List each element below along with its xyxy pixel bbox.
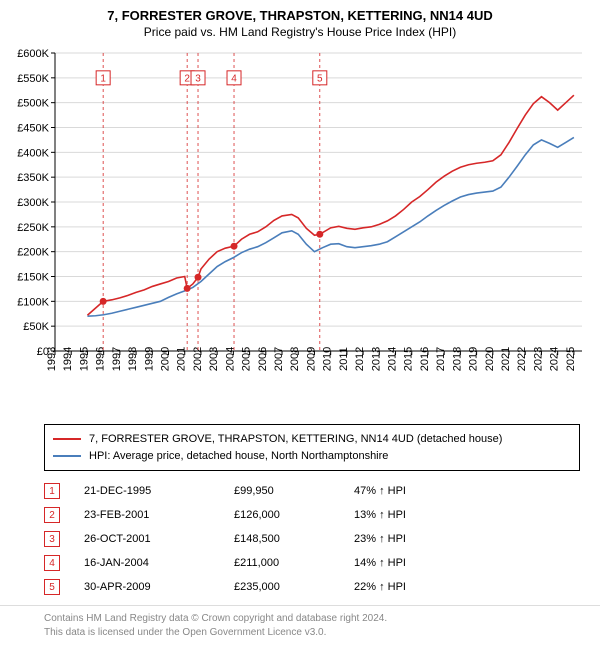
chart-svg: £0£50K£100K£150K£200K£250K£300K£350K£400…: [0, 43, 600, 418]
sale-badge: 3: [44, 531, 60, 547]
y-tick-label: £300K: [17, 197, 49, 209]
y-tick-label: £50K: [23, 321, 49, 333]
sale-marker-number: 3: [195, 73, 201, 84]
sale-pct: 14% ↑ HPI: [354, 557, 406, 569]
x-tick-label: 2014: [387, 347, 399, 371]
sale-badge: 1: [44, 483, 60, 499]
sale-row: 2 23-FEB-2001£126,00013% ↑ HPI: [44, 503, 580, 527]
x-tick-label: 2013: [370, 347, 382, 371]
chart-area: £0£50K£100K£150K£200K£250K£300K£350K£400…: [0, 43, 600, 418]
sale-date: 26-OCT-2001: [84, 533, 234, 545]
x-tick-label: 2001: [176, 347, 188, 371]
x-tick-label: 2020: [484, 347, 496, 371]
sale-pct: 47% ↑ HPI: [354, 485, 406, 497]
y-tick-label: £550K: [17, 73, 49, 85]
legend-swatch: [53, 438, 81, 440]
sales-table: 1 21-DEC-1995£99,95047% ↑ HPI 2 23-FEB-2001…: [44, 479, 580, 599]
chart-container: { "header": { "title": "7, FORRESTER GRO…: [0, 0, 600, 648]
x-tick-label: 2019: [468, 347, 480, 371]
x-tick-label: 2015: [403, 347, 415, 371]
x-tick-label: 2021: [500, 347, 512, 371]
sale-price: £235,000: [234, 581, 354, 593]
x-tick-label: 2010: [322, 347, 334, 371]
sale-date: 30-APR-2009: [84, 581, 234, 593]
sale-row: 3 26-OCT-2001£148,50023% ↑ HPI: [44, 527, 580, 551]
x-tick-label: 2005: [241, 347, 253, 371]
sale-badge: 4: [44, 555, 60, 571]
sale-price: £148,500: [234, 533, 354, 545]
legend-item: 7, FORRESTER GROVE, THRAPSTON, KETTERING…: [53, 431, 571, 448]
sale-pct: 23% ↑ HPI: [354, 533, 406, 545]
sale-price: £126,000: [234, 509, 354, 521]
x-tick-label: 2023: [532, 347, 544, 371]
y-tick-label: £400K: [17, 147, 49, 159]
y-tick-label: £600K: [17, 48, 49, 60]
legend-label: 7, FORRESTER GROVE, THRAPSTON, KETTERING…: [89, 431, 502, 448]
x-tick-label: 1996: [95, 347, 107, 371]
y-tick-label: £150K: [17, 272, 49, 284]
sale-marker-number: 2: [184, 73, 190, 84]
y-tick-label: £200K: [17, 247, 49, 259]
x-tick-label: 2002: [192, 347, 204, 371]
y-tick-label: £350K: [17, 172, 49, 184]
legend-swatch: [53, 455, 81, 457]
sale-date: 21-DEC-1995: [84, 485, 234, 497]
x-tick-label: 2004: [224, 347, 236, 371]
x-tick-label: 1993: [46, 347, 58, 371]
sale-badge: 2: [44, 507, 60, 523]
sale-point: [231, 243, 238, 250]
footer-attribution: Contains HM Land Registry data © Crown c…: [0, 605, 600, 648]
footer-line: This data is licensed under the Open Gov…: [44, 626, 580, 640]
sale-marker-number: 1: [100, 73, 106, 84]
legend-label: HPI: Average price, detached house, Nort…: [89, 448, 388, 465]
y-tick-label: £450K: [17, 123, 49, 135]
x-tick-label: 1998: [127, 347, 139, 371]
sale-point: [316, 231, 323, 238]
legend-item: HPI: Average price, detached house, Nort…: [53, 448, 571, 465]
x-tick-label: 1999: [143, 347, 155, 371]
sale-row: 5 30-APR-2009£235,00022% ↑ HPI: [44, 575, 580, 599]
title-block: 7, FORRESTER GROVE, THRAPSTON, KETTERING…: [0, 0, 600, 43]
x-tick-label: 2012: [354, 347, 366, 371]
x-tick-label: 2016: [419, 347, 431, 371]
chart-subtitle: Price paid vs. HM Land Registry's House …: [10, 25, 590, 39]
sale-price: £211,000: [234, 557, 354, 569]
y-tick-label: £500K: [17, 98, 49, 110]
sale-pct: 13% ↑ HPI: [354, 509, 406, 521]
sale-date: 16-JAN-2004: [84, 557, 234, 569]
x-tick-label: 2007: [273, 347, 285, 371]
legend: 7, FORRESTER GROVE, THRAPSTON, KETTERING…: [44, 424, 580, 471]
x-tick-label: 1995: [78, 347, 90, 371]
chart-title: 7, FORRESTER GROVE, THRAPSTON, KETTERING…: [10, 8, 590, 23]
x-tick-label: 2017: [435, 347, 447, 371]
sale-price: £99,950: [234, 485, 354, 497]
sale-point: [195, 274, 202, 281]
footer-line: Contains HM Land Registry data © Crown c…: [44, 612, 580, 626]
x-tick-label: 1994: [62, 347, 74, 371]
x-tick-label: 2009: [305, 347, 317, 371]
sale-point: [184, 285, 191, 292]
sale-marker-number: 4: [231, 73, 237, 84]
y-tick-label: £100K: [17, 296, 49, 308]
sale-point: [100, 298, 107, 305]
x-tick-label: 2025: [565, 347, 577, 371]
sale-row: 4 16-JAN-2004£211,00014% ↑ HPI: [44, 551, 580, 575]
x-tick-label: 2024: [549, 347, 561, 371]
x-tick-label: 2006: [257, 347, 269, 371]
y-tick-label: £250K: [17, 222, 49, 234]
x-tick-label: 2018: [451, 347, 463, 371]
sale-marker-number: 5: [317, 73, 323, 84]
sale-badge: 5: [44, 579, 60, 595]
x-tick-label: 1997: [111, 347, 123, 371]
x-tick-label: 2003: [208, 347, 220, 371]
x-tick-label: 2022: [516, 347, 528, 371]
x-tick-label: 2008: [289, 347, 301, 371]
sale-row: 1 21-DEC-1995£99,95047% ↑ HPI: [44, 479, 580, 503]
sale-date: 23-FEB-2001: [84, 509, 234, 521]
sale-pct: 22% ↑ HPI: [354, 581, 406, 593]
x-tick-label: 2000: [160, 347, 172, 371]
